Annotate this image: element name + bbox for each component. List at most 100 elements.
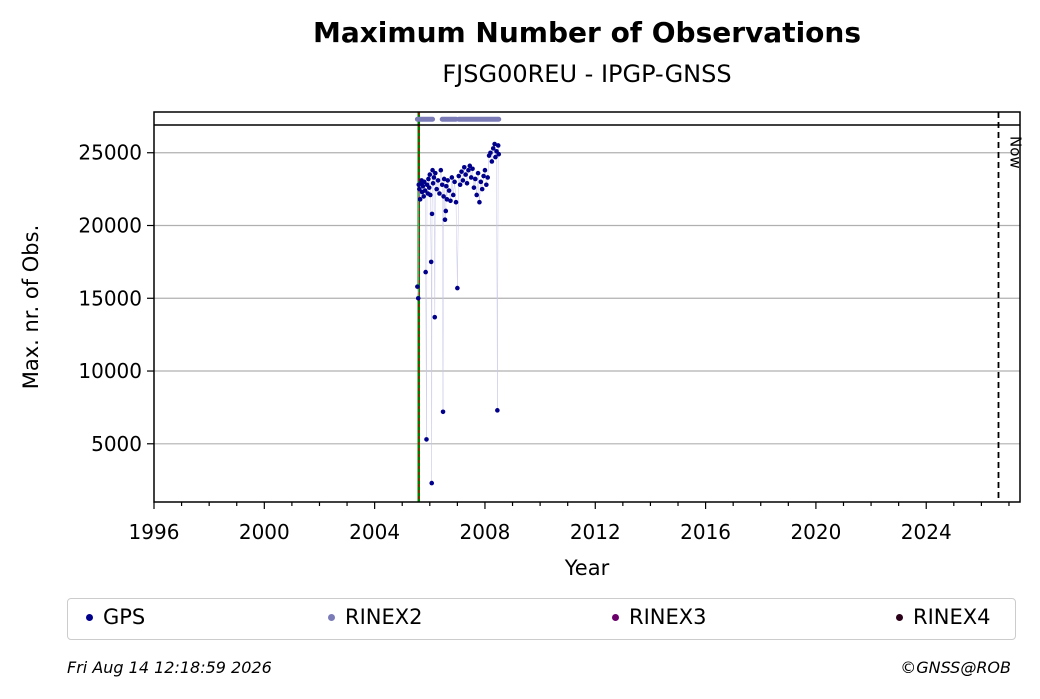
y-tick-label: 25000 [78,141,142,165]
gps-point [460,178,466,183]
x-tick-label: 2016 [680,520,731,544]
gps-point [429,211,435,217]
gps-point [417,197,423,202]
y-axis: 5000 10000 15000 20000 25000 [78,141,154,456]
gps-point [424,437,429,442]
gps-point [457,182,463,188]
gps-point [426,176,431,182]
gps-point [468,175,474,180]
gps-point [473,176,478,182]
gps-point [484,182,489,188]
gps-point [459,169,464,174]
legend-label: RINEX3 [629,605,707,629]
plot-frame [153,111,1021,503]
gps-point [485,175,491,180]
gps-point [430,181,436,186]
legend: GPS RINEX2 RINEX3 RINEX4 [67,598,1016,640]
rinex3-marker-icon [612,613,619,621]
gps-point [492,141,497,147]
gps-point [489,159,495,164]
x-tick-label: 1996 [129,520,180,544]
chart-title: Maximum Number of Observations [313,16,861,49]
gps-point [444,197,450,202]
gps-point [449,175,455,180]
gps-point [427,172,433,177]
legend-item-rinex3: RINEX3 [612,605,707,629]
y-tick-label: 15000 [78,286,142,310]
gps-point [420,183,426,189]
gps-point [423,269,428,275]
legend-label: RINEX2 [345,605,423,629]
gps-point [444,183,449,189]
gps-point [470,166,475,172]
gps-point [481,173,486,179]
y-tick-label: 20000 [78,214,142,238]
gps-point [455,285,460,291]
legend-item-gps: GPS [86,605,145,629]
gps-series [415,141,502,486]
gps-point [428,192,433,198]
footer-credit: ©GNSS@ROB [900,658,1011,677]
gps-point [490,146,496,151]
rinex4-marker-icon [896,613,903,621]
gps-point [464,181,470,186]
gps-point [429,480,435,486]
gps-point [434,186,439,192]
gps-point [432,314,438,320]
rinex2-marker-icon [328,613,335,621]
gps-point [433,170,438,176]
x-tick-label: 2012 [570,520,621,544]
gps-point [463,172,468,177]
gps-point [439,182,445,188]
gps-point [437,191,442,196]
gps-point [428,259,434,265]
chart: Maximum Number of Observations FJSG00REU… [19,16,1024,580]
gps-point [441,176,447,182]
gps-point [496,151,502,157]
y-axis-label: Max. nr. of Obs. [19,225,43,390]
grid [154,152,1020,445]
x-tick-label: 2008 [460,520,511,544]
gps-point [442,217,448,222]
gps-point [415,295,421,301]
now-label: Now [1006,136,1024,169]
x-axis: 1996 2000 2004 2008 2012 2016 2020 2024 [129,502,1010,544]
gps-point [453,199,459,205]
gps-point [426,185,432,190]
legend-label: GPS [103,605,146,629]
legend-item-rinex2: RINEX2 [328,605,423,629]
x-tick-label: 2024 [901,520,952,544]
gps-point [440,409,446,415]
gps-point [443,208,449,214]
gps-point [482,167,488,173]
gps-point [431,175,437,180]
y-tick-label: 5000 [91,432,142,456]
gps-point [446,188,452,193]
gps-point [438,167,444,173]
gps-point [479,186,485,192]
now-line: Now [997,112,1024,502]
legend-item-rinex4: RINEX4 [896,605,991,629]
gps-point [467,163,473,169]
gps-point [477,199,482,205]
x-tick-label: 2020 [790,520,841,544]
gps-point [441,194,446,199]
gps-point [421,194,427,199]
gps-point [495,408,500,413]
gps-marker-icon [86,613,93,621]
gps-point [422,188,428,193]
gps-point [456,173,462,179]
x-axis-label: Year [564,556,610,580]
gps-point [435,178,441,183]
gps-point [466,167,471,173]
gps-point [475,170,481,176]
gps-point [493,154,498,160]
gps-point [478,179,484,185]
gps-point [421,179,427,185]
gps-point [417,186,422,192]
gps-point [430,167,435,173]
y-tick-label: 10000 [78,359,142,383]
legend-label: RINEX4 [913,605,991,629]
gps-point [445,178,451,183]
gps-point [450,192,456,198]
